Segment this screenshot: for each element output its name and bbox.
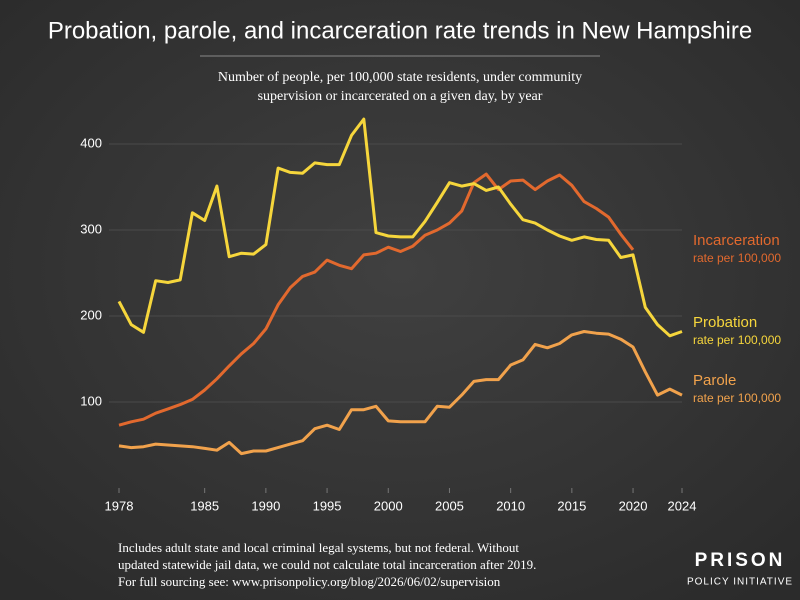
x-tick-label: 2020 [619, 498, 648, 513]
logo: PRISON [695, 550, 786, 571]
series-sublabel: rate per 100,000 [693, 251, 781, 265]
y-tick-label: 300 [80, 221, 102, 236]
series-sublabel: rate per 100,000 [693, 333, 781, 347]
x-tick-label: 2010 [496, 498, 525, 513]
y-tick-label: 200 [80, 307, 102, 322]
x-tick-label: 2005 [435, 498, 464, 513]
logo: POLICY INITIATIVE [687, 577, 793, 588]
x-tick-label: 1995 [313, 498, 342, 513]
x-tick-label: 1978 [105, 498, 134, 513]
series-line [118, 330, 683, 456]
x-tick-label: 2000 [374, 498, 403, 513]
x-tick-label: 1990 [251, 498, 280, 513]
x-tick-label: 2015 [557, 498, 586, 513]
note: Includes adult state and local criminal … [118, 540, 519, 555]
plot: 100 200 300 400 1978 1985 1990 1995 2000 2005 2010… [80, 117, 781, 513]
subtitle: Number of people, per 100,000 state resi… [218, 70, 582, 85]
chart-title: Probation, parole, and incarceration rat… [48, 17, 752, 44]
series-label: Probation [693, 314, 757, 331]
series-sublabel: rate per 100,000 [693, 391, 781, 405]
series-label: Incarceration [693, 232, 780, 249]
x-tick-label: 2024 [668, 498, 697, 513]
note: updated statewide jail data, we could no… [118, 557, 536, 572]
subtitle: supervision or incarcerated on a given d… [258, 89, 543, 104]
y-tick-label: 100 [80, 393, 102, 408]
x-tick-label: 1985 [190, 498, 219, 513]
series-line [117, 117, 683, 338]
series-line [118, 172, 635, 427]
y-tick-label: 400 [80, 135, 102, 150]
note: For full sourcing see: www.prisonpolicy.… [118, 574, 501, 589]
series-label: Parole [693, 372, 736, 389]
